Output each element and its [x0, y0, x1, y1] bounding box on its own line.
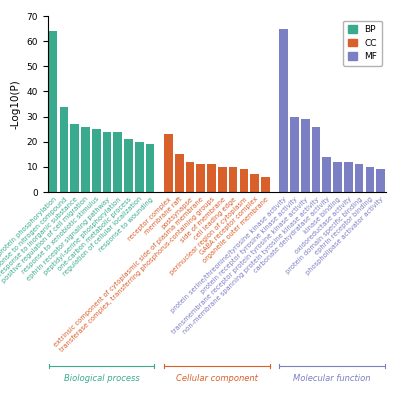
- Bar: [301, 119, 310, 192]
- Bar: [355, 164, 363, 192]
- Text: cellular response to nitrogen compound: cellular response to nitrogen compound: [0, 196, 68, 295]
- Text: Cellular component: Cellular component: [176, 374, 258, 383]
- Text: one-carbon metabolic process: one-carbon metabolic process: [57, 196, 133, 272]
- Text: transferase complex, transferring phosphorus-containing groups: transferase complex, transferring phosph…: [59, 196, 216, 353]
- Text: carbonate dehydratase activity: carbonate dehydratase activity: [253, 196, 331, 274]
- Bar: [124, 139, 133, 192]
- Bar: [366, 167, 374, 192]
- Bar: [290, 116, 299, 192]
- Text: positive regulation of cell migration: positive regulation of cell migration: [1, 196, 90, 284]
- Text: protein serine/threonine/tyrosine kinase activity: protein serine/threonine/tyrosine kinase…: [170, 196, 288, 314]
- Bar: [312, 127, 320, 192]
- Legend: BP, CC, MF: BP, CC, MF: [343, 20, 382, 66]
- Text: oxidoreductase activity: oxidoreductase activity: [293, 196, 353, 255]
- Text: Molecular function: Molecular function: [293, 374, 371, 383]
- Bar: [207, 164, 216, 192]
- Bar: [92, 129, 101, 192]
- Bar: [164, 134, 173, 192]
- Bar: [60, 106, 68, 192]
- Text: Biological process: Biological process: [64, 374, 140, 383]
- Text: side of membrane: side of membrane: [179, 196, 226, 244]
- Text: non-membrane spanning protein tyrosine kinase activity: non-membrane spanning protein tyrosine k…: [181, 196, 320, 335]
- Text: protein domain specific binding: protein domain specific binding: [285, 196, 363, 275]
- Bar: [377, 169, 385, 192]
- Bar: [218, 167, 226, 192]
- Text: response to xenobiotic stimulus: response to xenobiotic stimulus: [21, 196, 100, 275]
- Bar: [185, 162, 194, 192]
- Bar: [322, 157, 331, 192]
- Text: receptor complex: receptor complex: [127, 196, 173, 242]
- Text: kinase binding: kinase binding: [303, 196, 342, 235]
- Bar: [81, 127, 90, 192]
- Bar: [135, 142, 144, 192]
- Bar: [229, 167, 237, 192]
- Bar: [279, 28, 288, 192]
- Bar: [333, 162, 342, 192]
- Text: response to wounding: response to wounding: [98, 196, 154, 252]
- Bar: [344, 162, 353, 192]
- Text: perinuclear region of cytoplasm: perinuclear region of cytoplasm: [168, 196, 248, 276]
- Text: transmembrane receptor protein tyrosine kinase activity: transmembrane receptor protein tyrosine …: [171, 196, 310, 334]
- Text: ephrin receptor binding: ephrin receptor binding: [314, 196, 374, 256]
- Bar: [240, 169, 248, 192]
- Text: protein receptor tyrosine kinase activity: protein receptor tyrosine kinase activit…: [200, 196, 299, 295]
- Bar: [146, 144, 154, 192]
- Text: organelle outer membrane: organelle outer membrane: [202, 196, 269, 264]
- Bar: [49, 31, 57, 192]
- Text: phospholipase activator activity: phospholipase activator activity: [305, 196, 385, 276]
- Text: peptidyl-serine phosphorylation: peptidyl-serine phosphorylation: [43, 196, 122, 276]
- Bar: [197, 164, 205, 192]
- Bar: [103, 132, 111, 192]
- Text: cell leading edge: cell leading edge: [193, 196, 237, 241]
- Text: response to inorganic substance: response to inorganic substance: [0, 196, 79, 277]
- Text: protein phosphorylation: protein phosphorylation: [0, 196, 57, 257]
- Bar: [175, 154, 183, 192]
- Text: GABA receptor complex: GABA receptor complex: [199, 196, 259, 256]
- Bar: [70, 124, 79, 192]
- Y-axis label: -Log10(P): -Log10(P): [11, 79, 21, 129]
- Text: regulation of cellular localization: regulation of cellular localization: [62, 196, 144, 278]
- Text: extrinsic component of cytoplasmic side of plasma membrane: extrinsic component of cytoplasmic side …: [53, 196, 205, 348]
- Bar: [261, 177, 270, 192]
- Bar: [250, 174, 259, 192]
- Text: ephrin receptor signaling pathway: ephrin receptor signaling pathway: [26, 196, 111, 282]
- Bar: [113, 132, 122, 192]
- Text: membrane raft: membrane raft: [144, 196, 183, 236]
- Text: postsynapse: postsynapse: [160, 196, 194, 230]
